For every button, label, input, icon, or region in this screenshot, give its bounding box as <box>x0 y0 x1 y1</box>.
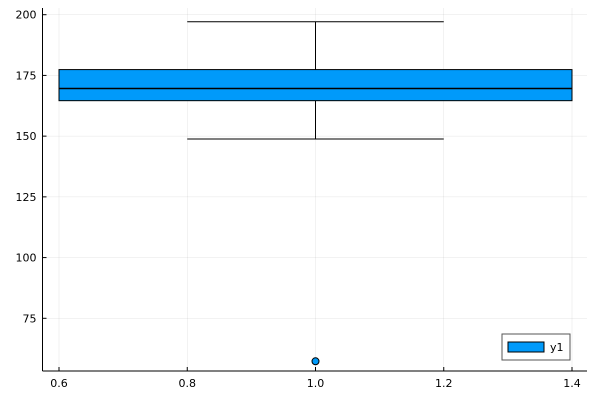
y-tick-label: 75 <box>23 312 37 325</box>
y-tick-label: 175 <box>16 69 37 82</box>
legend-label: y1 <box>550 341 564 354</box>
y-tick-label: 150 <box>16 130 37 143</box>
box <box>58 69 573 102</box>
x-tick-label: 0.8 <box>179 377 197 390</box>
legend: y1 <box>501 333 571 361</box>
y-tick-label: 100 <box>16 252 37 265</box>
axes: 0.6 0.8 1.0 1.2 1.4 75 100 125 150 175 200 <box>16 8 587 390</box>
outlier-point <box>311 357 320 366</box>
grid <box>42 8 587 371</box>
x-tick-label: 1.4 <box>563 377 581 390</box>
legend-swatch <box>507 341 545 353</box>
x-tick-label: 0.6 <box>50 377 68 390</box>
x-tick-label: 1.0 <box>307 377 325 390</box>
x-tick-label: 1.2 <box>435 377 453 390</box>
y-tick-label: 125 <box>16 191 37 204</box>
y-tick-label: 200 <box>16 9 37 22</box>
plot-marks <box>58 21 573 366</box>
